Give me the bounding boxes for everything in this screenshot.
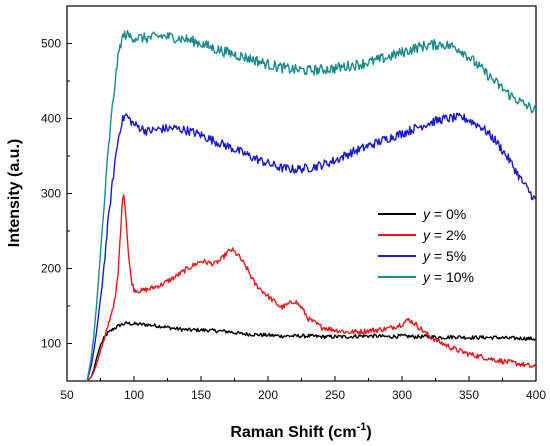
- x-tick-label: 200: [258, 388, 278, 402]
- x-tick-label: 100: [124, 388, 144, 402]
- x-tick-label: 400: [526, 388, 546, 402]
- x-axis-title: Raman Shift (cm-1): [230, 421, 371, 441]
- x-tick-label: 150: [191, 388, 211, 402]
- series-line-2: [86, 194, 537, 382]
- x-tick-label: 50: [60, 388, 74, 402]
- y-tick-label: 100: [41, 337, 61, 351]
- x-axis-ticks: 50 100 150 200 250 300 350 400: [60, 376, 546, 402]
- series-line-3: [86, 112, 537, 382]
- y-axis-title: Intensity (a.u.): [6, 139, 23, 247]
- x-tick-label: 250: [325, 388, 345, 402]
- legend-label: y = 10%: [422, 269, 474, 285]
- y-axis-ticks: 100 200 300 400 500: [41, 37, 72, 351]
- legend: y = 0% y = 2% y = 5% y = 10%: [378, 206, 474, 285]
- legend-label: y = 5%: [422, 248, 466, 264]
- y-tick-label: 300: [41, 187, 61, 201]
- series-layer: [86, 29, 537, 382]
- x-tick-label: 350: [459, 388, 479, 402]
- y-tick-label: 200: [41, 262, 61, 276]
- legend-label: y = 0%: [422, 206, 466, 222]
- x-tick-label: 300: [392, 388, 412, 402]
- series-line-1: [86, 321, 536, 382]
- series-line-4: [86, 29, 536, 382]
- y-tick-label: 400: [41, 112, 61, 126]
- y-tick-label: 500: [41, 37, 61, 51]
- legend-label: y = 2%: [422, 227, 466, 243]
